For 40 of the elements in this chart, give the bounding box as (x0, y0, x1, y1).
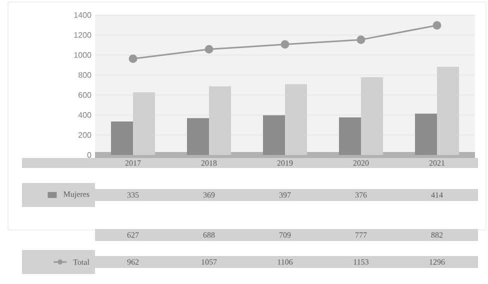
bar (263, 115, 285, 155)
x-tick-label: 2018 (201, 160, 217, 166)
y-tick-label: 1400 (74, 12, 92, 18)
data-label: 1153 (354, 259, 369, 265)
data-label: 882 (431, 232, 443, 238)
point (128, 54, 138, 64)
legend-label: Mujeres (64, 191, 90, 198)
legend-label: Total (73, 259, 90, 265)
data-label: 376 (355, 192, 367, 198)
data-label: 627 (127, 232, 139, 238)
data-label: 414 (431, 192, 443, 198)
bar (111, 121, 134, 155)
data-label: 335 (127, 192, 139, 198)
data-label: 962 (127, 259, 139, 265)
point (280, 40, 290, 49)
y-tick-label: 600 (78, 92, 92, 98)
x-tick-label: 2017 (125, 160, 141, 166)
data-label: 369 (203, 192, 215, 198)
point (432, 21, 442, 30)
data-label: 777 (356, 232, 367, 238)
data-label: 688 (203, 232, 215, 238)
y-tick-label: 800 (78, 72, 92, 78)
point (204, 45, 214, 54)
x-tick-label: 2021 (429, 160, 445, 166)
data-label: 397 (279, 192, 291, 198)
data-label: 709 (280, 232, 291, 238)
data-label: 1296 (430, 259, 445, 265)
y-tick-label: 200 (78, 132, 92, 138)
point (356, 35, 366, 44)
data-label: 1057 (202, 259, 217, 265)
y-tick-label: 400 (78, 112, 92, 118)
bar (414, 114, 437, 155)
data-label: 1106 (278, 259, 293, 265)
y-tick-label: 1200 (74, 32, 92, 38)
bar (338, 117, 361, 155)
x-tick-label: 2019 (277, 160, 293, 166)
x-tick-label: 2020 (353, 160, 369, 166)
y-tick-label: 1000 (74, 52, 92, 58)
bar (187, 118, 210, 155)
y-tick-label: 0 (87, 152, 92, 158)
